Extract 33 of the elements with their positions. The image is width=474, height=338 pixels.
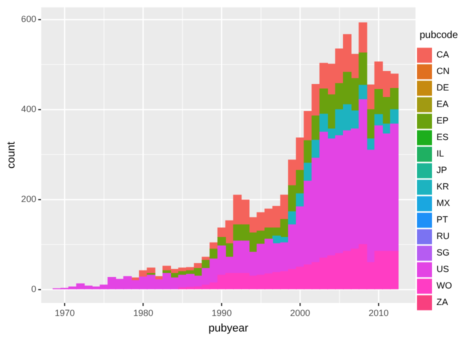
legend-label: US [436, 264, 450, 274]
legend-label: MX [436, 198, 450, 208]
y-axis-title: count [6, 142, 18, 169]
x-tick-label: 2010 [368, 308, 389, 318]
legend-label: EP [436, 116, 449, 126]
bar [390, 109, 399, 124]
bar [358, 22, 368, 54]
legend-label: SG [436, 248, 450, 258]
legend-label: ES [436, 132, 449, 142]
y-tick-label: 200 [21, 194, 36, 204]
x-tick-label: 2000 [290, 308, 310, 318]
bar [312, 116, 320, 140]
y-tick-label: 400 [21, 104, 36, 114]
legend-label: DE [436, 82, 450, 93]
legend-title: pubcode [420, 30, 458, 41]
x-tick-label: 1990 [212, 308, 232, 318]
y-tick-label: 600 [21, 14, 36, 24]
legend-label: CA [436, 50, 450, 60]
legend-label: IL [436, 148, 444, 159]
y-tick-label: 0 [31, 284, 36, 294]
legend-label: PT [436, 214, 449, 225]
x-axis-title: pubyear [208, 322, 249, 334]
bar [358, 84, 368, 100]
legend-label: RU [436, 231, 450, 242]
bar [312, 140, 320, 158]
legend-label: JP [436, 165, 448, 176]
legend-label: CN [436, 66, 450, 76]
x-tick-label: 1980 [133, 308, 154, 318]
x-tick-label: 1970 [54, 308, 75, 318]
legend-label: WO [436, 280, 452, 291]
legend-label: EA [436, 99, 449, 110]
legend-label: ZA [436, 297, 448, 308]
legend-label: KR [436, 182, 450, 192]
